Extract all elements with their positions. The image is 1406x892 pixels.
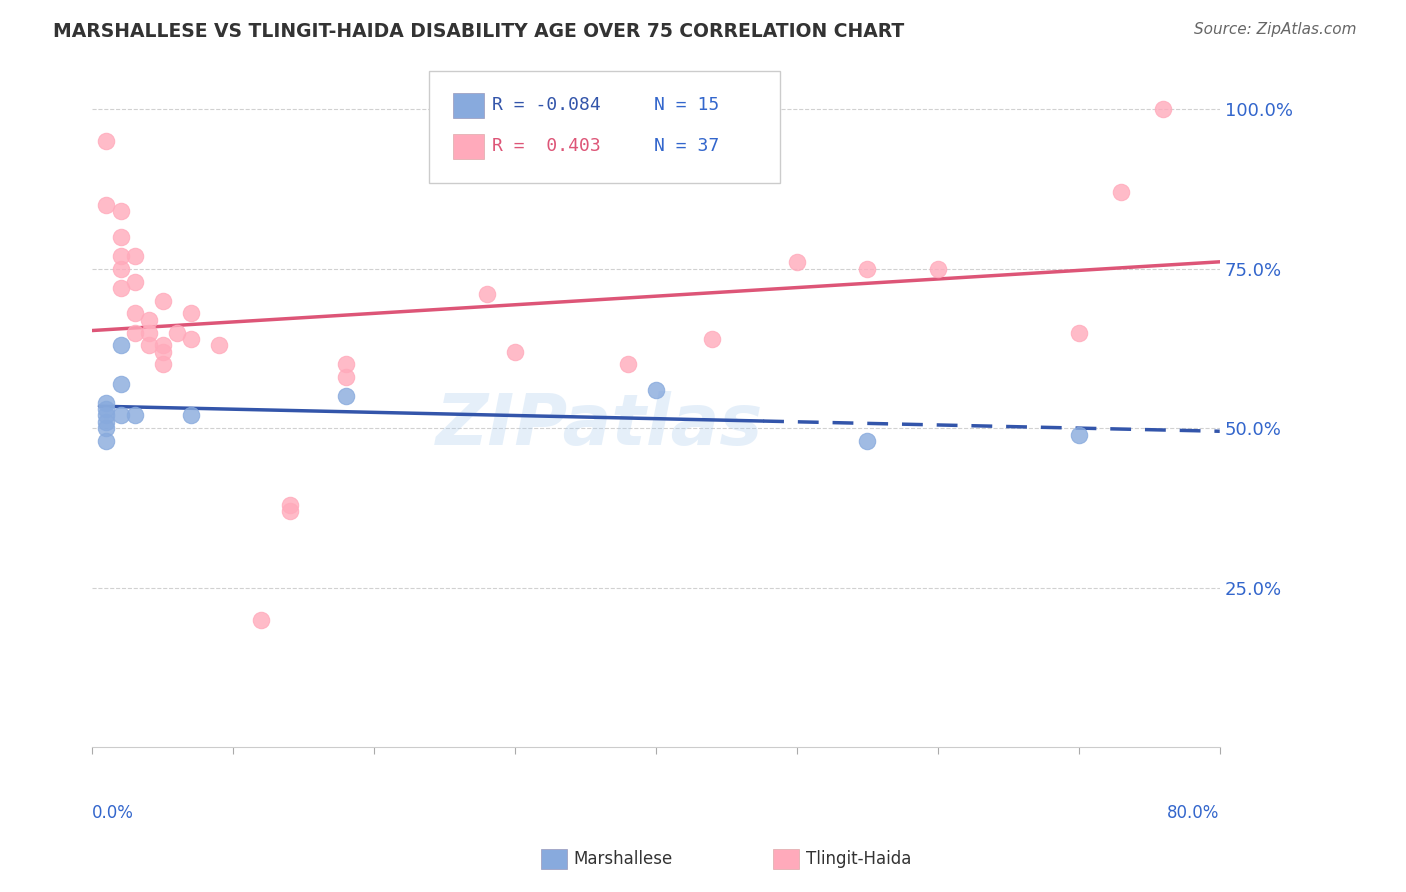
Point bbox=[927, 261, 949, 276]
Point bbox=[278, 498, 301, 512]
Point bbox=[152, 338, 174, 352]
Point bbox=[617, 358, 640, 372]
Point bbox=[138, 326, 160, 340]
Point bbox=[110, 409, 132, 423]
Text: Marshallese: Marshallese bbox=[574, 850, 673, 868]
Point bbox=[138, 338, 160, 352]
Point bbox=[180, 332, 202, 346]
Point bbox=[856, 261, 879, 276]
Text: Tlingit-Haida: Tlingit-Haida bbox=[806, 850, 911, 868]
Text: ZIPatlas: ZIPatlas bbox=[436, 392, 763, 460]
Text: MARSHALLESE VS TLINGIT-HAIDA DISABILITY AGE OVER 75 CORRELATION CHART: MARSHALLESE VS TLINGIT-HAIDA DISABILITY … bbox=[53, 22, 904, 41]
Point bbox=[1109, 186, 1132, 200]
Point bbox=[180, 409, 202, 423]
Point bbox=[166, 326, 188, 340]
Point bbox=[786, 255, 808, 269]
Text: Source: ZipAtlas.com: Source: ZipAtlas.com bbox=[1194, 22, 1357, 37]
Point bbox=[180, 306, 202, 320]
Point bbox=[335, 358, 357, 372]
Text: 80.0%: 80.0% bbox=[1167, 804, 1220, 822]
Text: N = 15: N = 15 bbox=[654, 96, 718, 114]
Point bbox=[1067, 326, 1090, 340]
Text: N = 37: N = 37 bbox=[654, 137, 718, 155]
Point bbox=[124, 249, 146, 263]
Point bbox=[96, 395, 118, 409]
Point bbox=[702, 332, 724, 346]
Point bbox=[96, 421, 118, 435]
Point bbox=[96, 434, 118, 448]
Point bbox=[152, 344, 174, 359]
Point bbox=[856, 434, 879, 448]
Text: R =  0.403: R = 0.403 bbox=[492, 137, 600, 155]
Point bbox=[110, 338, 132, 352]
Point bbox=[250, 613, 273, 627]
Point bbox=[124, 275, 146, 289]
Point bbox=[110, 261, 132, 276]
Point bbox=[1152, 103, 1174, 117]
Point bbox=[208, 338, 231, 352]
Point bbox=[96, 402, 118, 417]
Point bbox=[110, 230, 132, 244]
Point bbox=[124, 306, 146, 320]
Point bbox=[335, 389, 357, 403]
Point bbox=[124, 409, 146, 423]
Point bbox=[475, 287, 498, 301]
Point bbox=[138, 313, 160, 327]
Point bbox=[96, 198, 118, 212]
Point bbox=[110, 204, 132, 219]
Text: R = -0.084: R = -0.084 bbox=[492, 96, 600, 114]
Point bbox=[152, 293, 174, 308]
Point bbox=[278, 504, 301, 518]
Point bbox=[124, 326, 146, 340]
Point bbox=[152, 358, 174, 372]
Point bbox=[1067, 427, 1090, 442]
Point bbox=[335, 370, 357, 384]
Point bbox=[645, 383, 668, 397]
Point bbox=[503, 344, 526, 359]
Point bbox=[96, 415, 118, 429]
Text: 0.0%: 0.0% bbox=[93, 804, 134, 822]
Point bbox=[110, 249, 132, 263]
Point bbox=[96, 409, 118, 423]
Point bbox=[110, 376, 132, 391]
Point bbox=[96, 134, 118, 148]
Point bbox=[110, 281, 132, 295]
